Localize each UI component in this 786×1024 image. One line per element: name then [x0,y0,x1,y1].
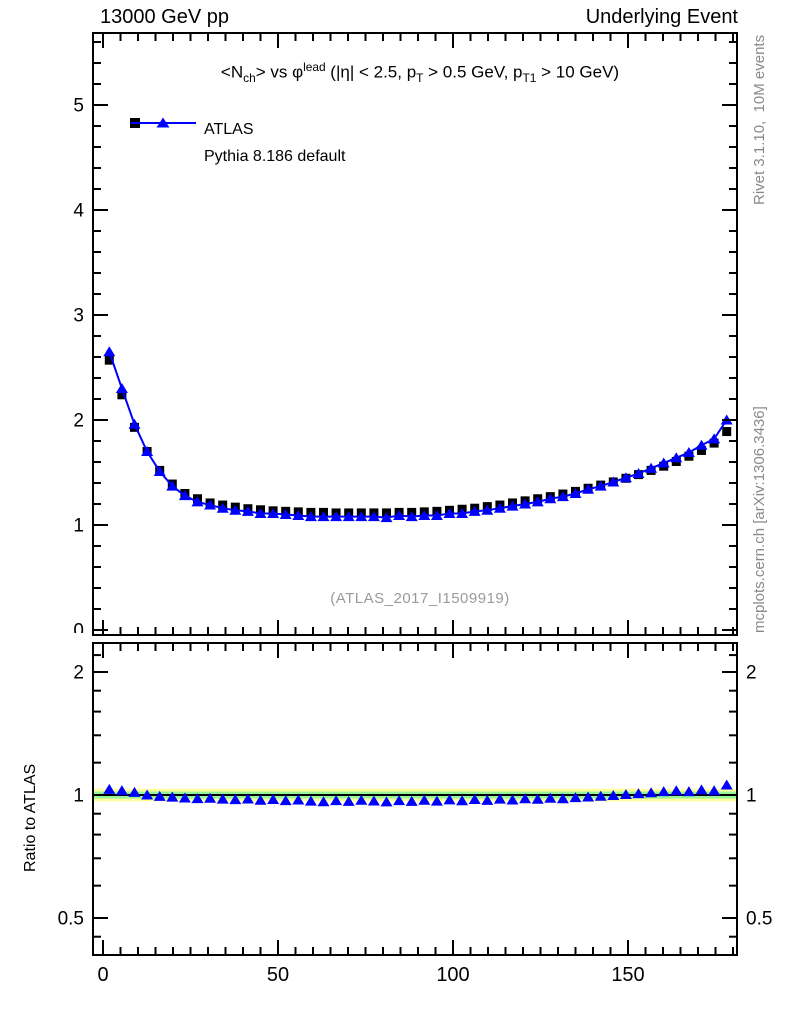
observable-title: <Nch> vs φlead (|η| < 2.5, pT > 0.5 GeV,… [95,60,745,85]
title-segment: (|η| < 2.5, p [325,62,417,82]
title-segment: ch [243,71,256,86]
svg-text:0: 0 [73,621,84,642]
svg-text:50: 50 [267,964,289,986]
svg-text:1: 1 [73,516,84,537]
main-y-axis-labels: 0 1 2 3 4 5 [73,96,84,642]
svg-text:1: 1 [73,786,84,807]
ratio-plot-frame [92,642,738,956]
svg-text:0.5: 0.5 [58,909,84,930]
pythia-line [108,351,728,519]
atlas-data-series [104,355,732,518]
svg-text:5: 5 [73,96,84,117]
svg-text:0: 0 [97,964,108,986]
title-segment: > 10 GeV) [536,62,620,82]
main-plot-frame [92,32,738,636]
ratio-panel [93,779,737,807]
title-segment: T1 [522,71,537,86]
zero-label-clip [68,633,91,642]
svg-text:2: 2 [746,663,757,684]
svg-text:2: 2 [73,663,84,684]
y-axis-ticks [93,104,737,631]
beam-energy-label: 13000 GeV pp [100,6,229,28]
analysis-group-label: Underlying Event [585,6,738,28]
svg-text:2: 2 [73,411,84,432]
legend-label-atlas: ATLAS [204,120,254,138]
ratio-y-axis-label: Ratio to ATLAS [22,763,39,872]
main-panel [103,346,733,523]
svg-text:100: 100 [436,964,469,986]
y-axis-ticks [93,41,737,610]
title-segment: <N [220,62,244,82]
svg-text:3: 3 [73,306,84,327]
ratio-y-axis-labels: 0.5 0.5 1 1 2 2 [58,663,773,930]
x-axis-ticks [102,643,734,955]
legend: ATLAS Pythia 8.186 default [128,116,345,170]
legend-entry-pythia: Pythia 8.186 default [128,117,346,170]
svg-text:0.5: 0.5 [746,909,772,930]
title-segment: φ [292,62,304,82]
title-segment: > vs [255,62,293,82]
title-segment: lead [303,60,326,74]
svg-text:1: 1 [746,786,757,807]
svg-text:150: 150 [611,964,644,986]
rivet-version-note: Rivet 3.1.10, 10M events [751,34,768,205]
legend-label-pythia: Pythia 8.186 default [204,147,346,165]
x-axis-labels: 0 50 100 150 [97,964,644,986]
analysis-id-watermark: (ATLAS_2017_I1509919) [330,590,510,607]
svg-text:4: 4 [73,201,84,222]
title-segment: > 0.5 GeV, p [423,62,523,82]
mcplots-arxiv-note: mcplots.cern.ch [arXiv:1306.3436] [751,406,768,633]
pythia-data-series [103,346,733,523]
title-segment: T [416,71,424,86]
x-axis-ticks [102,33,734,635]
ratio-data-series [103,779,733,807]
y-axis-ticks [93,654,737,938]
y-axis-ticks [93,671,737,919]
